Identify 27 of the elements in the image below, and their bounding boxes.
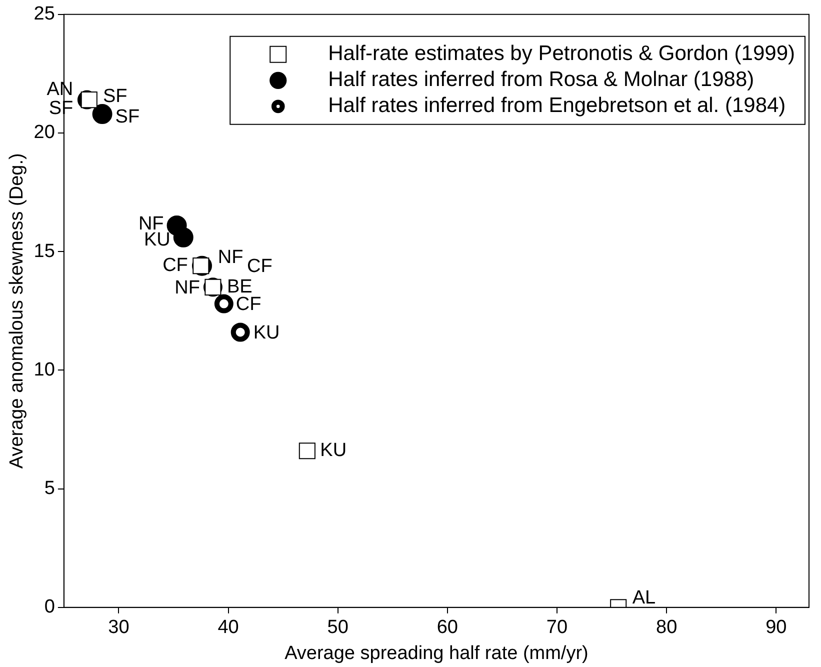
- annotation: CF: [246, 256, 272, 278]
- y-tick-label: 5: [44, 478, 55, 500]
- annotation: AL: [632, 588, 656, 609]
- annotation: NF: [174, 277, 200, 298]
- x-tick-label: 90: [766, 617, 787, 638]
- annotation: NF: [218, 247, 244, 268]
- y-tick-label: 15: [34, 240, 55, 262]
- x-tick-label: 40: [218, 617, 239, 638]
- x-tick-label: 50: [327, 617, 348, 638]
- annotation: KU: [253, 322, 280, 344]
- y-tick-label: 20: [34, 122, 55, 144]
- x-tick-label: 80: [656, 617, 678, 638]
- x-axis-title: Average spreading half rate (mm/yr): [284, 642, 588, 664]
- x-tick-label: 70: [546, 617, 568, 638]
- y-axis-title: Average anomalous skewness (Deg.): [6, 153, 28, 469]
- x-tick-label: 30: [108, 617, 130, 638]
- annotation: SF: [102, 86, 128, 108]
- x-tick-label: 60: [436, 617, 458, 638]
- y-tick-label: 10: [34, 359, 55, 380]
- legend-label: Half-rate estimates by Petronotis & Gordon (1999): [328, 42, 796, 66]
- y-tick-label: 25: [34, 4, 55, 25]
- annotation: KU: [320, 440, 347, 462]
- legend-label: Half rates inferred from Rosa & Molnar (1988): [328, 68, 754, 92]
- legend-label: Half rates inferred from Engebretson et al. (1984): [328, 94, 786, 118]
- y-tick-label: 0: [44, 596, 55, 618]
- annotation: SF: [115, 106, 140, 128]
- annotation: CF: [162, 255, 188, 276]
